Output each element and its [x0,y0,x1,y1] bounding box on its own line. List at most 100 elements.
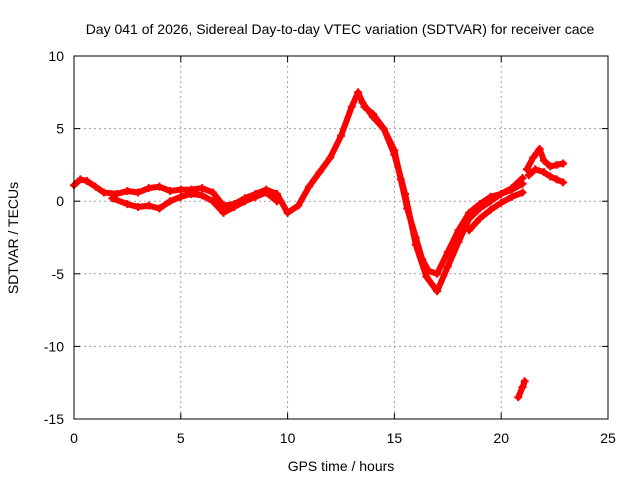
series-trace-lower-branch [108,188,281,217]
data-point [198,191,207,200]
data-point [240,197,249,206]
data-point [108,194,117,203]
data-point [251,192,260,201]
data-point [379,124,388,133]
data-point [497,189,506,198]
data-point [134,188,143,197]
x-tick-label: 5 [177,430,185,446]
series-trace-post-dip [465,188,527,235]
data-point [518,188,527,197]
data-point [187,189,196,198]
data-point [486,197,495,206]
data-point [262,188,271,197]
y-tick-label: -10 [44,338,64,354]
x-axis-label: GPS time / hours [288,458,395,474]
y-tick-label: 0 [56,193,64,209]
series-trace-end-cluster-lower [524,165,568,187]
data-point [166,187,175,196]
data-point [559,159,568,168]
data-point [76,175,85,184]
data-point [443,262,452,271]
data-point [347,102,356,111]
data-point [559,178,568,187]
data-point [326,153,335,162]
y-tick-label: 5 [56,121,64,137]
data-point [166,197,175,206]
data-point [390,150,399,159]
data-point [507,192,516,201]
plot-frame [73,55,609,420]
axis-ticks: 0 5 10 15 20 25 10 5 0 -5 -10 -15 [44,48,616,446]
data-point [354,88,363,97]
x-tick-label: 25 [600,430,616,446]
data-point [454,237,463,246]
x-tick-label: 0 [70,430,78,446]
data-point [134,203,143,212]
y-tick-label: -5 [52,266,65,282]
data-point [433,287,442,296]
data-point [524,171,533,180]
data-point [518,173,527,182]
data-point [144,201,153,210]
data-point [272,197,281,206]
data-point [369,112,378,121]
series-trace-end-cluster [522,144,568,174]
data-point [411,240,420,249]
data-point [112,189,121,198]
data-point [219,208,228,217]
x-tick-label: 20 [493,430,509,446]
data-point [198,184,207,193]
data-point [176,192,185,201]
data-point [518,383,527,392]
x-tick-label: 10 [280,430,296,446]
data-point [315,168,324,177]
data-point [529,153,538,162]
data-point [283,208,292,217]
data-point [465,226,474,235]
data-point [475,204,484,213]
data-point [208,188,217,197]
series-trace-deep-branch [358,98,527,296]
data-point [294,201,303,210]
chart-title: Day 041 of 2026, Sidereal Day-to-day VTE… [86,21,595,37]
x-tick-label: 15 [387,430,403,446]
data-point [465,214,474,223]
series-line [359,99,526,295]
data-point [497,198,506,207]
data-point [337,131,345,140]
data-point [176,185,185,194]
data-point [304,182,313,191]
data-point [82,176,91,185]
series-trace-outlier [514,377,529,402]
series-line [109,189,280,216]
data-point [546,172,555,181]
data-point [546,162,555,171]
data-point [433,269,442,278]
data-point [155,182,164,191]
data-point [539,156,548,165]
data-point [475,214,484,223]
y-tick-label: -15 [44,411,64,427]
data-point [520,377,529,386]
data-point [514,393,523,402]
data-point [99,188,108,197]
data-point [91,182,100,191]
data-point [522,165,531,174]
data-point [539,168,548,177]
data-point [230,203,239,212]
data-point [552,175,561,184]
data-point [443,248,452,257]
data-point [358,98,367,107]
data-point [535,144,544,153]
data-point [123,187,132,196]
data-point [155,204,164,213]
data-point [123,200,132,209]
data-point [531,165,540,174]
y-tick-label: 10 [48,48,64,64]
data-point [422,272,431,281]
grid-lines [74,56,608,419]
data-point [486,205,495,214]
data-point [144,184,153,193]
data-point [401,189,410,198]
